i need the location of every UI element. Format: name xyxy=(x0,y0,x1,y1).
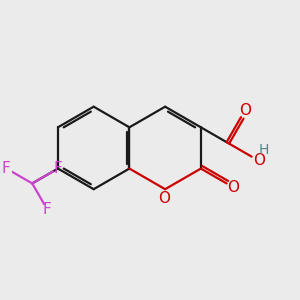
Text: F: F xyxy=(43,202,52,217)
Text: H: H xyxy=(259,142,269,157)
Text: O: O xyxy=(239,103,251,118)
Text: O: O xyxy=(253,153,265,168)
Text: F: F xyxy=(2,161,11,176)
Text: O: O xyxy=(227,180,239,195)
Text: O: O xyxy=(158,191,170,206)
Text: F: F xyxy=(54,161,63,176)
